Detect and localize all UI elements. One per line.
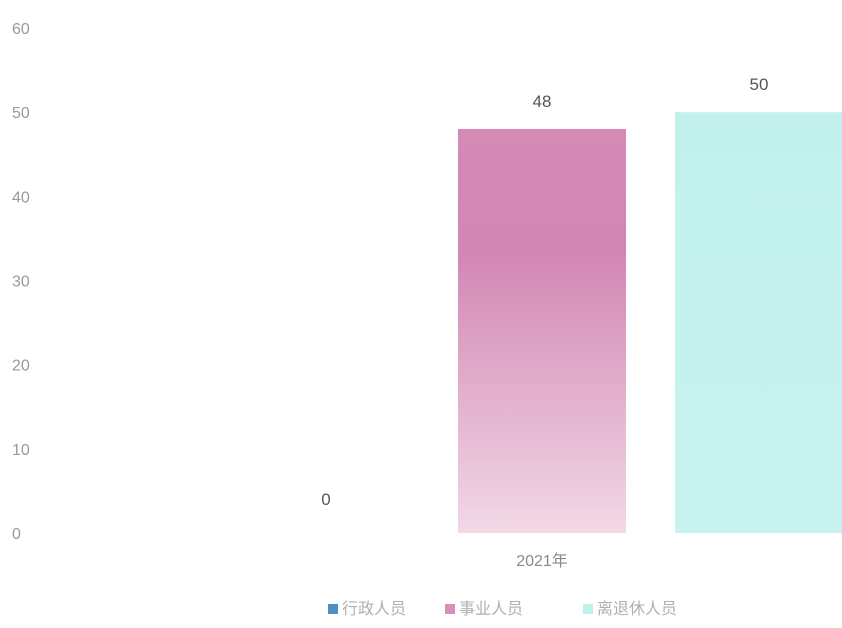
y-tick-label: 40 [12, 189, 30, 206]
legend-swatch-1 [328, 604, 338, 614]
x-axis: 2021年 [516, 552, 568, 570]
bar-2 [458, 129, 626, 533]
data-label-2: 48 [533, 92, 552, 111]
y-axis: 0 10 20 30 40 50 60 [12, 21, 30, 543]
bars [458, 112, 842, 534]
data-label-1: 0 [321, 490, 330, 509]
y-tick-label: 20 [12, 358, 30, 375]
legend-swatch-2 [445, 604, 455, 614]
legend-label-2: 事业人员 [459, 599, 523, 618]
y-tick-label: 50 [12, 105, 30, 122]
x-tick-label: 2021年 [516, 552, 568, 570]
legend-label-1: 行政人员 [342, 599, 406, 618]
data-labels: 0 48 50 [321, 75, 768, 509]
y-tick-label: 30 [12, 274, 30, 291]
bar-3 [675, 112, 842, 534]
legend-swatch-3 [583, 604, 593, 614]
legend-label-3: 离退休人员 [597, 599, 677, 618]
data-label-3: 50 [750, 75, 769, 94]
y-tick-label: 0 [12, 526, 21, 543]
y-tick-label: 10 [12, 442, 30, 459]
legend: 行政人员 事业人员 离退休人员 [328, 599, 677, 618]
y-tick-label: 60 [12, 21, 30, 38]
